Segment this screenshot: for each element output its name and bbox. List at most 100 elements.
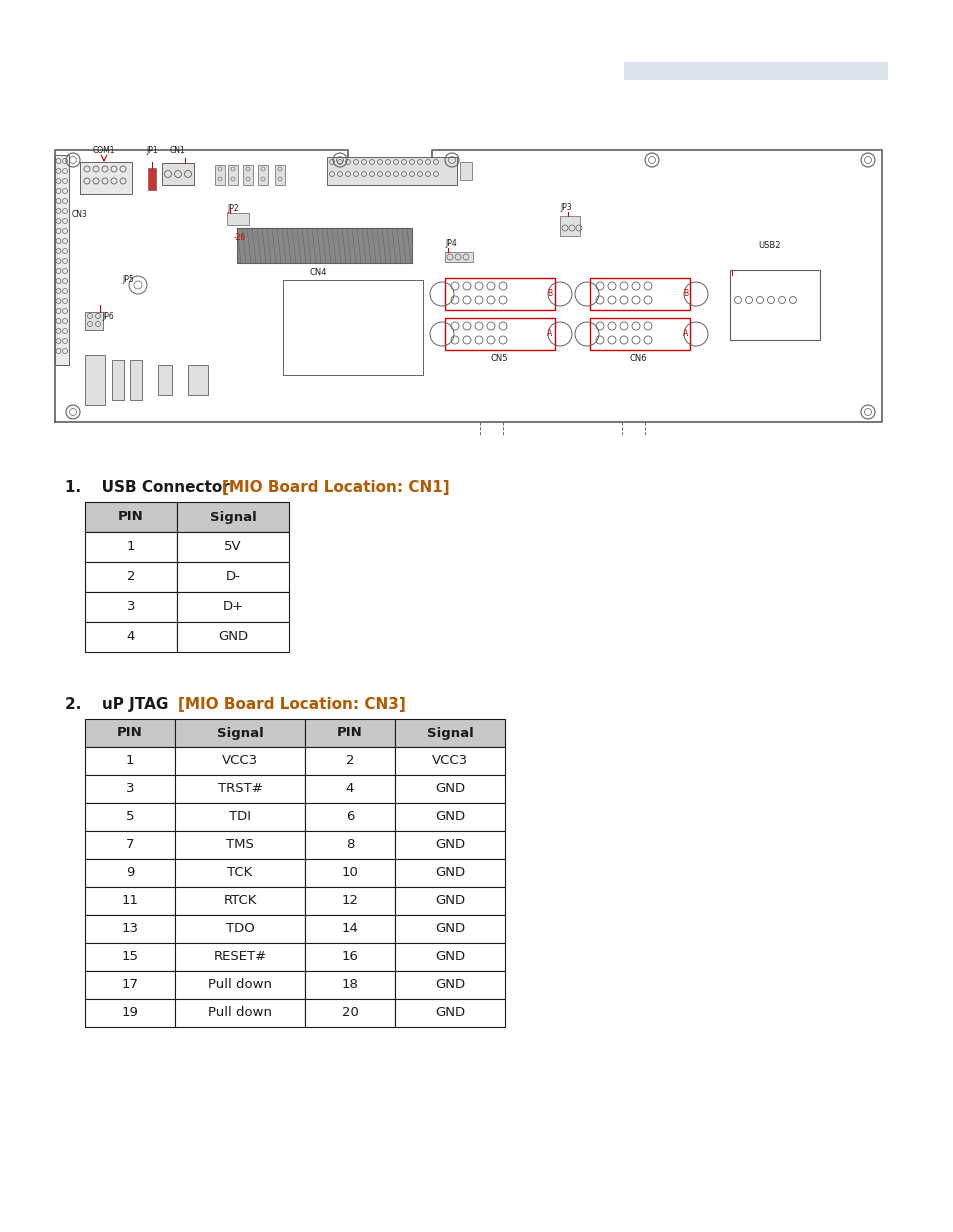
- Bar: [85, 775, 174, 803]
- Text: 3: 3: [126, 782, 134, 796]
- Bar: [305, 971, 395, 999]
- Bar: [305, 803, 395, 832]
- Bar: [85, 562, 177, 593]
- Bar: [85, 593, 177, 622]
- Bar: [327, 156, 456, 185]
- Text: 4: 4: [345, 782, 354, 796]
- Bar: [177, 562, 289, 593]
- Bar: [174, 859, 305, 887]
- Text: 14: 14: [341, 923, 358, 935]
- Text: 13: 13: [121, 923, 138, 935]
- Text: PIN: PIN: [117, 727, 143, 739]
- Bar: [188, 365, 208, 395]
- Text: 2: 2: [127, 570, 135, 584]
- Text: VCC3: VCC3: [222, 754, 258, 768]
- Text: CN4: CN4: [309, 269, 327, 277]
- Text: A: A: [547, 329, 552, 339]
- Bar: [85, 971, 174, 999]
- Text: CN1: CN1: [170, 147, 186, 155]
- Text: GND: GND: [435, 866, 464, 880]
- Text: TMS: TMS: [226, 839, 253, 851]
- Text: 12: 12: [341, 894, 358, 908]
- Bar: [85, 832, 174, 859]
- Text: 9: 9: [126, 866, 134, 880]
- Bar: [395, 747, 504, 775]
- Text: 5V: 5V: [224, 541, 241, 553]
- Text: 11: 11: [121, 894, 138, 908]
- Bar: [112, 360, 124, 400]
- Text: GND: GND: [435, 894, 464, 908]
- Text: [MIO Board Location: CN3]: [MIO Board Location: CN3]: [178, 697, 405, 712]
- Text: PIN: PIN: [336, 727, 362, 739]
- Bar: [305, 747, 395, 775]
- Bar: [623, 62, 887, 80]
- Text: GND: GND: [435, 782, 464, 796]
- Bar: [85, 859, 174, 887]
- Text: 20: 20: [341, 1007, 358, 1020]
- Text: VCC3: VCC3: [432, 754, 468, 768]
- Bar: [177, 501, 289, 532]
- Text: USB2: USB2: [758, 241, 781, 250]
- Bar: [589, 318, 689, 350]
- Text: JP3: JP3: [559, 203, 571, 212]
- Text: CN5: CN5: [490, 354, 507, 363]
- Bar: [227, 213, 249, 225]
- Bar: [305, 887, 395, 915]
- Bar: [395, 803, 504, 832]
- Bar: [257, 165, 268, 185]
- Text: 7: 7: [126, 839, 134, 851]
- Text: CN3: CN3: [71, 209, 88, 219]
- Bar: [459, 161, 472, 180]
- Text: A: A: [682, 329, 688, 339]
- Text: TDI: TDI: [229, 811, 251, 823]
- Text: 17: 17: [121, 978, 138, 992]
- Bar: [305, 999, 395, 1027]
- Text: RESET#: RESET#: [213, 951, 266, 963]
- Text: GND: GND: [217, 631, 248, 643]
- Bar: [174, 775, 305, 803]
- Bar: [174, 971, 305, 999]
- Text: GND: GND: [435, 923, 464, 935]
- Bar: [85, 747, 174, 775]
- Bar: [174, 942, 305, 971]
- Text: [MIO Board Location: CN1]: [MIO Board Location: CN1]: [222, 480, 449, 495]
- Bar: [444, 253, 473, 262]
- Bar: [395, 832, 504, 859]
- Text: Signal: Signal: [426, 727, 473, 739]
- Text: 1: 1: [126, 754, 134, 768]
- Bar: [85, 622, 177, 652]
- Bar: [395, 719, 504, 747]
- Bar: [395, 915, 504, 942]
- Bar: [55, 155, 69, 365]
- Text: 1.  USB Connector: 1. USB Connector: [65, 480, 234, 495]
- Text: JP2: JP2: [227, 205, 238, 213]
- Text: JP5: JP5: [122, 275, 133, 285]
- Text: 16: 16: [341, 951, 358, 963]
- Text: GND: GND: [435, 811, 464, 823]
- Text: 8: 8: [345, 839, 354, 851]
- Text: RTCK: RTCK: [223, 894, 256, 908]
- Text: JP1: JP1: [146, 147, 157, 155]
- Text: TCK: TCK: [227, 866, 253, 880]
- Bar: [395, 971, 504, 999]
- Bar: [274, 165, 285, 185]
- Text: JP6: JP6: [102, 312, 113, 322]
- Bar: [305, 719, 395, 747]
- Bar: [85, 501, 177, 532]
- Bar: [305, 832, 395, 859]
- Bar: [148, 168, 156, 190]
- Bar: [228, 165, 237, 185]
- Text: B: B: [547, 290, 552, 298]
- Text: TRST#: TRST#: [217, 782, 262, 796]
- Bar: [162, 163, 193, 185]
- Bar: [177, 532, 289, 562]
- Bar: [305, 859, 395, 887]
- Text: 19: 19: [121, 1007, 138, 1020]
- Bar: [130, 360, 142, 400]
- Bar: [236, 228, 412, 262]
- Bar: [85, 803, 174, 832]
- Text: 6: 6: [345, 811, 354, 823]
- Bar: [85, 942, 174, 971]
- Bar: [395, 887, 504, 915]
- Bar: [444, 318, 555, 350]
